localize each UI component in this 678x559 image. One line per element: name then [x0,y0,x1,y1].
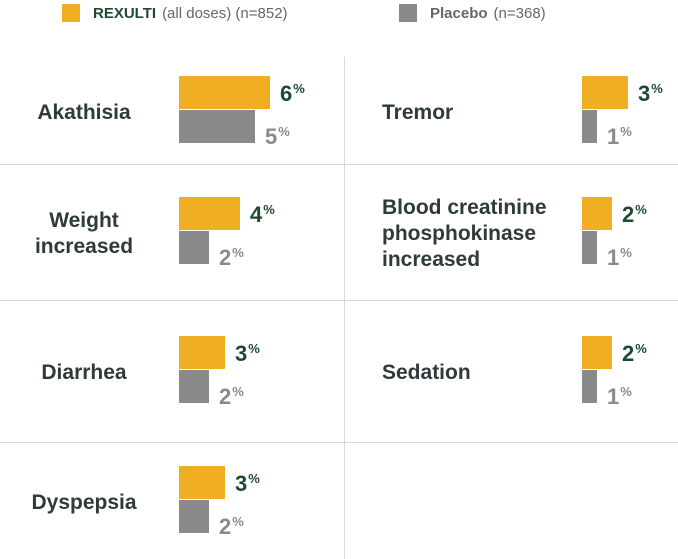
legend-rexulti: REXULTI (all doses) (n=852) [62,0,288,26]
rexulti-bar [582,197,612,230]
item-label: Blood creatinine phosphokinase increased [382,196,547,271]
placebo-value-label: 1% [607,384,632,409]
item-label: Akathisia [37,100,131,124]
grid-line [0,442,678,443]
rexulti-value-label: 2% [622,341,647,366]
rexulti-bar [179,336,225,369]
rexulti-value-label: 3% [235,470,260,496]
placebo-bar [179,109,255,143]
legend-placebo-name: Placebo [430,4,488,22]
item-label: Sedation [382,361,471,384]
rexulti-bar [179,197,240,230]
item-label: Weight increased [34,209,134,258]
placebo-bar [179,370,209,403]
rexulti-value-label: 6% [280,80,305,106]
placebo-value-label: 2% [219,513,244,539]
grid-line [0,300,678,301]
rexulti-value-label: 3% [638,80,663,106]
placebo-bar [179,499,209,533]
placebo-value-label: 1% [607,245,632,270]
placebo-bar [582,231,597,264]
rexulti-bar [582,336,612,369]
placebo-value-label: 1% [607,123,632,149]
item-label: Dyspepsia [31,490,137,514]
legend-rexulti-note: (all doses) (n=852) [162,4,288,22]
legend-rexulti-swatch [62,4,80,22]
legend-placebo-note: (n=368) [493,4,546,22]
item-label: Tremor [382,100,454,124]
legend-placebo: Placebo (n=368) [399,0,546,26]
rexulti-value-label: 3% [235,341,260,366]
rexulti-bar [179,75,270,109]
placebo-bar [179,231,209,264]
grid-divider [344,57,345,559]
placebo-bar [582,109,597,143]
rexulti-value-label: 4% [250,202,275,227]
rexulti-bar [582,75,628,109]
legend-placebo-swatch [399,4,417,22]
grid-line [0,164,678,165]
placebo-value-label: 2% [219,245,244,270]
rexulti-value-label: 2% [622,202,647,227]
rexulti-bar [179,465,225,499]
item-label: Diarrhea [41,361,127,384]
legend-rexulti-name: REXULTI [93,4,157,22]
placebo-value-label: 2% [219,384,244,409]
placebo-value-label: 5% [265,123,290,149]
placebo-bar [582,370,597,403]
